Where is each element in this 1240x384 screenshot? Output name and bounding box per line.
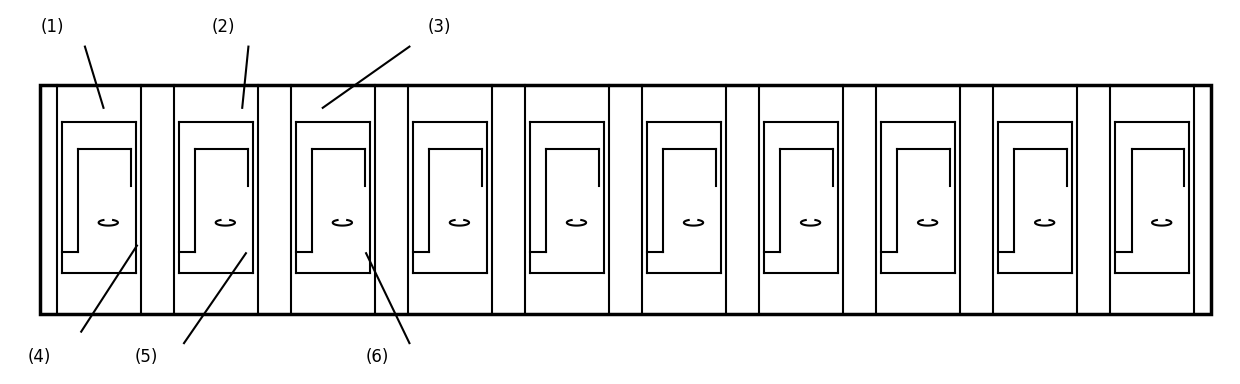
Text: (3): (3) — [428, 18, 451, 36]
Text: (1): (1) — [41, 18, 63, 36]
Text: (5): (5) — [134, 348, 157, 366]
Text: (2): (2) — [211, 18, 234, 36]
Bar — [41, 85, 1210, 314]
Text: (4): (4) — [29, 348, 51, 366]
Text: (6): (6) — [366, 348, 389, 366]
